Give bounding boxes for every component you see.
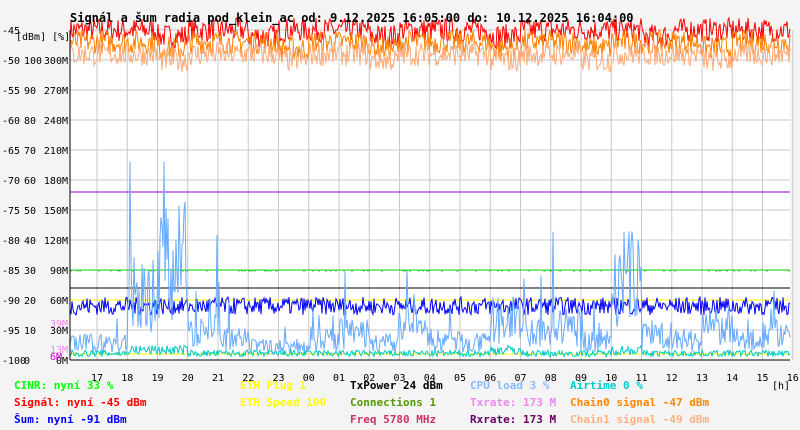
y-tick-pct: 50 (24, 206, 36, 217)
y-tick-dbm: -70 (2, 176, 20, 187)
legend-item: Šum: nyní -91 dBm (14, 413, 127, 426)
x-tick: 15 (756, 373, 768, 384)
chart-title: Signál a šum radia pod_klein_ac od: 9.12… (70, 11, 634, 26)
legend-item: Connections 1 (350, 396, 437, 409)
y-tick-extra: 39M (50, 319, 68, 330)
axes: -45-50 100 300M-55 90 270M-60 80 240M-65 70 210M… (2, 26, 799, 384)
x-tick: 01 (333, 373, 345, 384)
x-tick: 22 (242, 373, 254, 384)
y-tick-pct: 0 (24, 356, 30, 367)
y-unit-label: [dBm] [%] (16, 32, 70, 43)
y-tick-dbm: -45 (2, 26, 20, 37)
y-tick-dbm: -95 (2, 326, 20, 337)
series-layer (69, 16, 791, 359)
series-airtime (69, 344, 791, 359)
y-tick-dbm: -65 (2, 146, 20, 157)
series--um (69, 295, 791, 317)
y-tick-rate: 240M (44, 116, 68, 127)
legend-item: CPU load 3 % (470, 379, 550, 392)
series-cpu-load (69, 161, 791, 356)
y-tick-rate: 180M (44, 176, 68, 187)
x-tick: 20 (182, 373, 194, 384)
legend-item: Freq 5780 MHz (350, 413, 437, 426)
y-tick-rate: 30M (50, 326, 68, 337)
y-tick-pct: 30 (24, 266, 36, 277)
y-tick-dbm: -100 (2, 356, 26, 367)
legend-item: TxPower 24 dBm (350, 379, 443, 392)
x-tick: 16 (787, 373, 799, 384)
y-tick-pct: 100 (24, 56, 42, 67)
x-tick: 18 (121, 373, 133, 384)
legend-item: Signál: nyní -45 dBm (14, 396, 147, 409)
y-tick-rate: 270M (44, 86, 68, 97)
x-tick: 05 (454, 373, 466, 384)
y-tick-rate: 60M (50, 296, 68, 307)
x-tick: 17 (91, 373, 103, 384)
series-chain0-signal (69, 28, 791, 62)
legend-item: Airtime 0 % (570, 379, 643, 392)
y-tick-rate: 120M (44, 236, 68, 247)
legend-item: Chain0 signal -47 dBm (570, 396, 710, 409)
x-tick: 08 (545, 373, 557, 384)
y-tick-dbm: -85 (2, 266, 20, 277)
y-tick-pct: 10 (24, 326, 36, 337)
legend-item: ETH Plug 1 (240, 379, 307, 392)
y-tick-pct: 90 (24, 86, 36, 97)
y-tick-rate: 150M (44, 206, 68, 217)
x-tick: 23 (272, 373, 284, 384)
y-tick-pct: 60 (24, 176, 36, 187)
x-tick: 06 (484, 373, 496, 384)
x-tick: 14 (726, 373, 738, 384)
y-tick-extra: 13M (50, 345, 68, 356)
x-tick: 19 (151, 373, 163, 384)
y-tick-rate: 0M (56, 356, 68, 367)
x-unit-label: [h] (772, 381, 790, 392)
legend-item: Txrate: 173 M (470, 396, 557, 409)
legend-item: CINR: nyní 33 % (14, 379, 114, 392)
x-tick: 21 (212, 373, 224, 384)
y-tick-dbm: -75 (2, 206, 20, 217)
legend-item: Rxrate: 173 M (470, 413, 557, 426)
x-tick: 12 (666, 373, 678, 384)
y-tick-rate: 300M (44, 56, 68, 67)
x-tick: 04 (424, 373, 436, 384)
x-tick: 00 (303, 373, 315, 384)
x-tick: 03 (393, 373, 405, 384)
legend-item: Chain1 signal -49 dBm (570, 413, 710, 426)
y-tick-extra: 6M (50, 352, 62, 363)
series-cinr (69, 269, 791, 272)
y-tick-pct: 40 (24, 236, 36, 247)
y-tick-dbm: -60 (2, 116, 20, 127)
x-tick: 13 (696, 373, 708, 384)
y-tick-rate: 210M (44, 146, 68, 157)
y-tick-dbm: -90 (2, 296, 20, 307)
y-tick-dbm: -50 (2, 56, 20, 67)
x-tick: 09 (575, 373, 587, 384)
y-tick-dbm: -80 (2, 236, 20, 247)
y-tick-pct: 80 (24, 116, 36, 127)
y-tick-rate: 90M (50, 266, 68, 277)
x-tick: 07 (514, 373, 526, 384)
x-tick: 02 (363, 373, 375, 384)
y-tick-pct: 70 (24, 146, 36, 157)
x-tick: 11 (635, 373, 647, 384)
x-tick: 10 (605, 373, 617, 384)
series-chain1-signal (69, 40, 791, 73)
y-tick-pct: 20 (24, 296, 36, 307)
legend-item: ETH Speed 100 (240, 396, 327, 409)
y-tick-dbm: -55 (2, 86, 20, 97)
